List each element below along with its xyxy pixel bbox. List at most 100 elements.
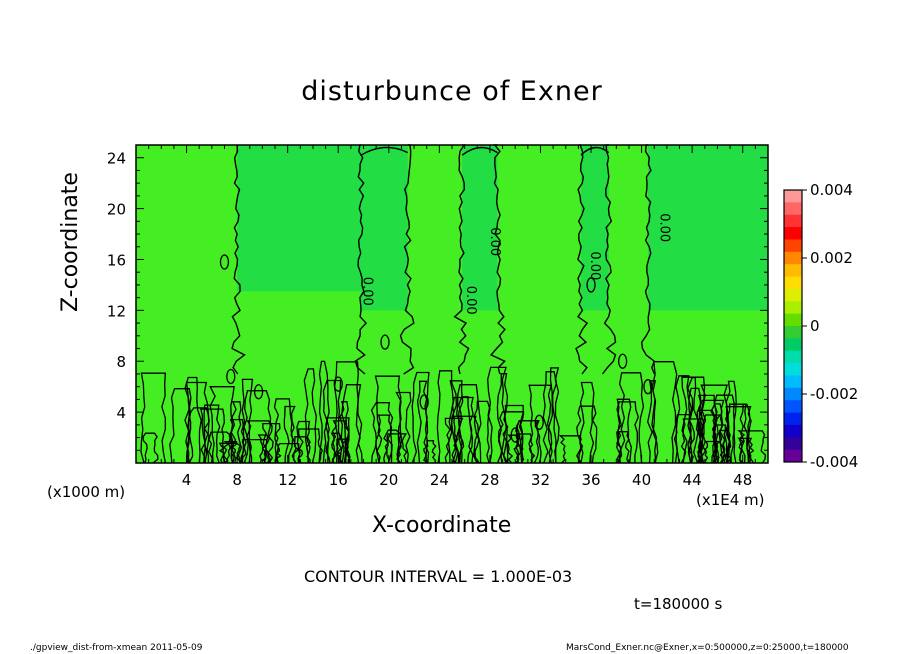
- contour-line: [241, 438, 268, 464]
- colorbar-tick-label: 0.004: [810, 181, 853, 199]
- contour-line: [489, 144, 506, 375]
- contour-line: [386, 433, 408, 464]
- contour-line: [640, 144, 656, 375]
- colorbar: 0.004 0.002 0 -0.002 -0.004: [783, 181, 858, 471]
- y-tick-label: 20: [107, 201, 126, 219]
- colorbar-swatch: [784, 288, 802, 302]
- colorbar-tick-label: 0: [810, 317, 820, 335]
- colorbar-swatch: [784, 251, 802, 265]
- contour-line: [461, 146, 498, 156]
- x-tick-label: 36: [581, 471, 600, 489]
- contour-loop: [510, 427, 520, 443]
- x-tick-label: 48: [733, 471, 752, 489]
- contour-loop: [380, 334, 390, 350]
- contour-line: [718, 429, 732, 464]
- colorbar-swatch: [784, 424, 802, 438]
- contour-loop: [253, 384, 264, 400]
- contour-line: [450, 396, 474, 464]
- contour-label: 0.00: [587, 251, 602, 280]
- contour-line: [140, 372, 167, 464]
- colorbar-swatch: [784, 276, 802, 290]
- x-tick-label: 12: [278, 471, 297, 489]
- contour-line: [515, 420, 542, 464]
- x-tick-label: 28: [480, 471, 499, 489]
- contour-line: [339, 401, 351, 464]
- near-zero-region: [237, 145, 361, 292]
- colorbar-swatch: [784, 449, 802, 463]
- near-zero-region: [360, 145, 408, 311]
- y-axis-label: Z-coordinate: [58, 172, 83, 312]
- time-note: t=180000 s: [634, 595, 723, 613]
- y-axis: 4 8 12 16 20 24: [107, 150, 768, 451]
- contour-line: [579, 381, 595, 464]
- colorbar-tick-label: -0.002: [810, 385, 858, 403]
- contour-line: [411, 371, 430, 464]
- colorbar-swatch: [784, 239, 802, 253]
- contour-label: 0.00: [657, 213, 672, 242]
- contour-line: [228, 418, 245, 464]
- contour-line: [383, 429, 402, 464]
- contour-label: 0.00: [360, 277, 375, 306]
- x-tick-label: 32: [531, 471, 550, 489]
- footer-script-info: ./gpview_dist-from-xmean 2011-05-09: [30, 643, 203, 653]
- contour-line: [458, 396, 474, 464]
- x-tick-label: 20: [379, 471, 398, 489]
- contour-line: [703, 440, 721, 464]
- colorbar-swatch: [784, 326, 802, 339]
- y-unit-note: (x1000 m): [47, 483, 126, 501]
- colorbar-swatch: [784, 214, 802, 228]
- x-tick-label: 8: [232, 471, 242, 489]
- contour-loop: [226, 368, 236, 385]
- y-tick-label: 4: [116, 404, 126, 422]
- contour-loop: [586, 277, 596, 293]
- y-tick-label: 24: [107, 150, 126, 168]
- contour-line: [374, 375, 403, 464]
- colorbar-swatch: [784, 338, 802, 352]
- plot-area: 0.00 0.00 0.00 0.00 0.00: [135, 144, 769, 464]
- colorbar-swatch: [784, 313, 802, 327]
- contour-line: [473, 400, 491, 464]
- chart-title: disturbunce of Exner: [301, 76, 603, 107]
- contour-line: [453, 415, 480, 464]
- contour-line: [528, 384, 553, 464]
- x-tick-label: 16: [329, 471, 348, 489]
- y-tick-label: 8: [116, 353, 126, 371]
- x-unit-note: (x1E4 m): [696, 491, 765, 509]
- x-axis: 4 8 12 16 20 24 28 32 36 40 44 48: [148, 145, 756, 489]
- contour-line: [275, 442, 304, 464]
- contour-line: [651, 361, 678, 464]
- contour-line: [354, 144, 368, 375]
- x-tick-label: 44: [683, 471, 702, 489]
- colorbar-swatch: [784, 412, 802, 426]
- contour-line: [296, 420, 311, 464]
- contour-line: [724, 403, 749, 464]
- colorbar-tick-label: -0.004: [810, 453, 858, 471]
- contour-line: [416, 380, 430, 464]
- contour-line: [647, 380, 659, 464]
- colorbar-swatch: [784, 437, 802, 451]
- contour-line: [601, 144, 617, 375]
- contour-loop: [534, 414, 544, 430]
- contour-loop: [219, 254, 230, 270]
- contour-line: [231, 144, 246, 375]
- contour-line: [370, 402, 394, 464]
- colorbar-swatch: [784, 202, 802, 216]
- contour-label: 0.00: [463, 286, 478, 315]
- contour-line: [257, 434, 272, 464]
- footer-data-source: MarsCond_Exner.nc@Exner,x=0:500000,z=0:2…: [566, 643, 849, 653]
- contour-line: [399, 144, 415, 375]
- contour-line: [453, 144, 470, 375]
- colorbar-swatch: [784, 375, 802, 389]
- near-zero-region: [462, 145, 498, 311]
- contour-loop: [617, 353, 628, 369]
- contour-line: [230, 401, 242, 464]
- contour-line: [341, 384, 363, 464]
- y-tick-label: 12: [107, 302, 126, 320]
- contour-line: [360, 146, 409, 156]
- contour-line: [497, 411, 525, 464]
- contour-line: [739, 403, 752, 464]
- near-zero-region: [647, 145, 768, 311]
- contour-line: [616, 401, 639, 464]
- contour-line: [575, 144, 589, 375]
- contour-line: [455, 384, 482, 464]
